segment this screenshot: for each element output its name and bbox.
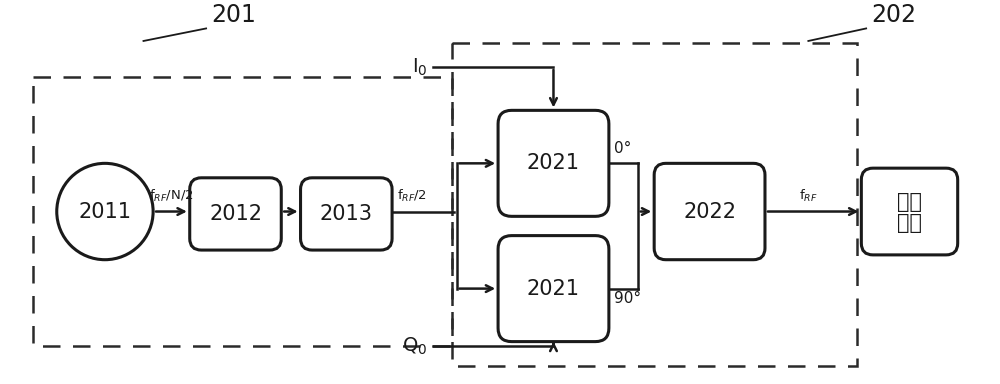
Text: f$_{RF}$/N/2: f$_{RF}$/N/2 [149, 188, 194, 204]
Text: 90°: 90° [614, 291, 641, 306]
Text: f$_{RF}$/2: f$_{RF}$/2 [397, 188, 427, 204]
Text: 2011: 2011 [78, 202, 131, 222]
Text: 输出: 输出 [897, 213, 922, 233]
Ellipse shape [57, 163, 153, 260]
Text: 2021: 2021 [527, 153, 580, 173]
Text: Q$_0$: Q$_0$ [402, 336, 428, 357]
Text: 2022: 2022 [683, 202, 736, 222]
Bar [33, 77, 452, 346]
FancyBboxPatch shape [498, 236, 609, 342]
Text: I$_0$: I$_0$ [412, 56, 428, 78]
Text: 0°: 0° [614, 141, 631, 156]
FancyBboxPatch shape [654, 163, 765, 260]
Bar [452, 43, 857, 366]
FancyBboxPatch shape [498, 110, 609, 216]
Text: 射频: 射频 [897, 192, 922, 212]
FancyBboxPatch shape [301, 178, 392, 250]
Text: 2021: 2021 [527, 279, 580, 299]
Text: 201: 201 [211, 3, 256, 26]
Text: 2013: 2013 [320, 204, 373, 224]
Text: 202: 202 [871, 3, 916, 26]
FancyBboxPatch shape [861, 168, 958, 255]
FancyBboxPatch shape [190, 178, 281, 250]
Text: 2012: 2012 [209, 204, 262, 224]
Text: f$_{RF}$: f$_{RF}$ [799, 188, 818, 204]
